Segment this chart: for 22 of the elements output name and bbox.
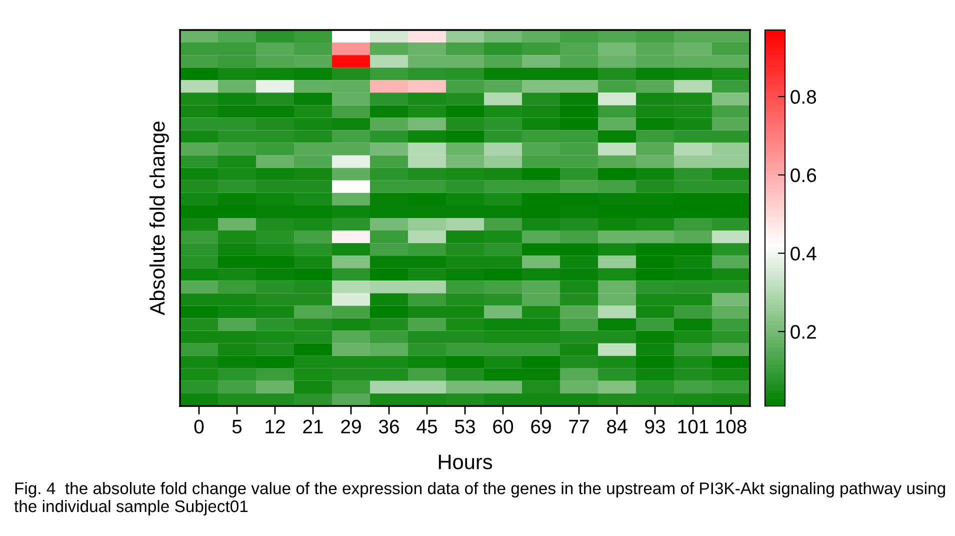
caption: Fig. 4 the absolute fold change value of the expression data of the genes in the upstream of PI3K-Akt signaling pathway using the individual sample Subject01 <box>14 482 945 516</box>
x-tick-label: 77 <box>569 420 589 434</box>
x-tick-label: 0 <box>194 420 204 434</box>
x-tick-label: 5 <box>232 420 242 434</box>
x-axis-title: Hours <box>438 454 492 470</box>
x-tick-label: 53 <box>454 420 475 434</box>
x-tick-label: 84 <box>607 420 628 434</box>
color-bar-label: 0.6 <box>790 168 816 182</box>
x-tick-label: 69 <box>531 420 551 434</box>
color-bar-label: 0.4 <box>790 246 816 260</box>
x-tick-label: 12 <box>266 420 285 434</box>
y-axis-title: Absolute fold change <box>149 122 169 316</box>
x-tick-label: 21 <box>303 420 323 434</box>
color-bar-label: 0.8 <box>790 90 816 104</box>
x-tick-label: 60 <box>493 420 514 434</box>
x-tick-label: 29 <box>341 420 361 434</box>
x-tick-label: 45 <box>416 420 437 434</box>
x-tick-label: 93 <box>645 420 665 434</box>
x-tick-label: 101 <box>678 420 708 434</box>
color-bar-label: 0.2 <box>790 325 816 339</box>
x-tick-label: 36 <box>378 420 399 434</box>
x-tick-label: 108 <box>716 420 746 434</box>
